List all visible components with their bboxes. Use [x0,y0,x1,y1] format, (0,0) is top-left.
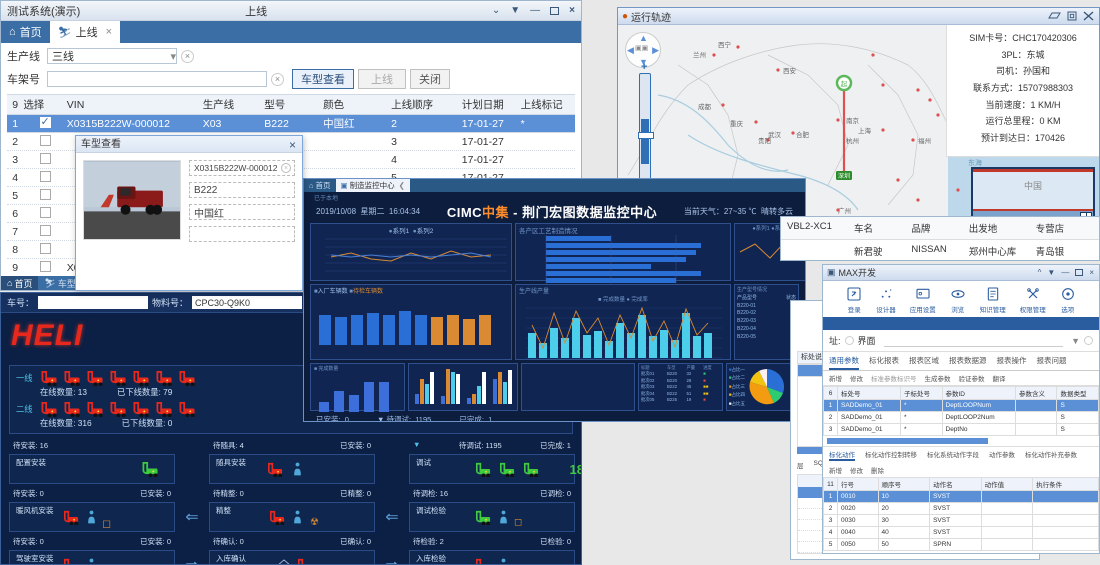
svg-text:合肥: 合肥 [796,130,810,139]
svg-text:南京: 南京 [846,116,860,125]
svg-text:深圳: 深圳 [838,172,850,180]
svg-text:武汉: 武汉 [768,130,782,139]
svg-text:杭州: 杭州 [846,136,859,145]
svg-text:重庆: 重庆 [730,119,744,128]
svg-text:东海: 东海 [968,158,982,167]
svg-text:起: 起 [841,80,848,88]
svg-text:成都: 成都 [698,102,712,111]
svg-text:西宁: 西宁 [718,40,732,49]
svg-text:福州: 福州 [918,136,931,145]
svg-text:广州: 广州 [838,206,851,215]
svg-text:上海: 上海 [858,126,872,135]
svg-text:西安: 西安 [783,66,797,75]
svg-text:兰州: 兰州 [693,50,706,59]
